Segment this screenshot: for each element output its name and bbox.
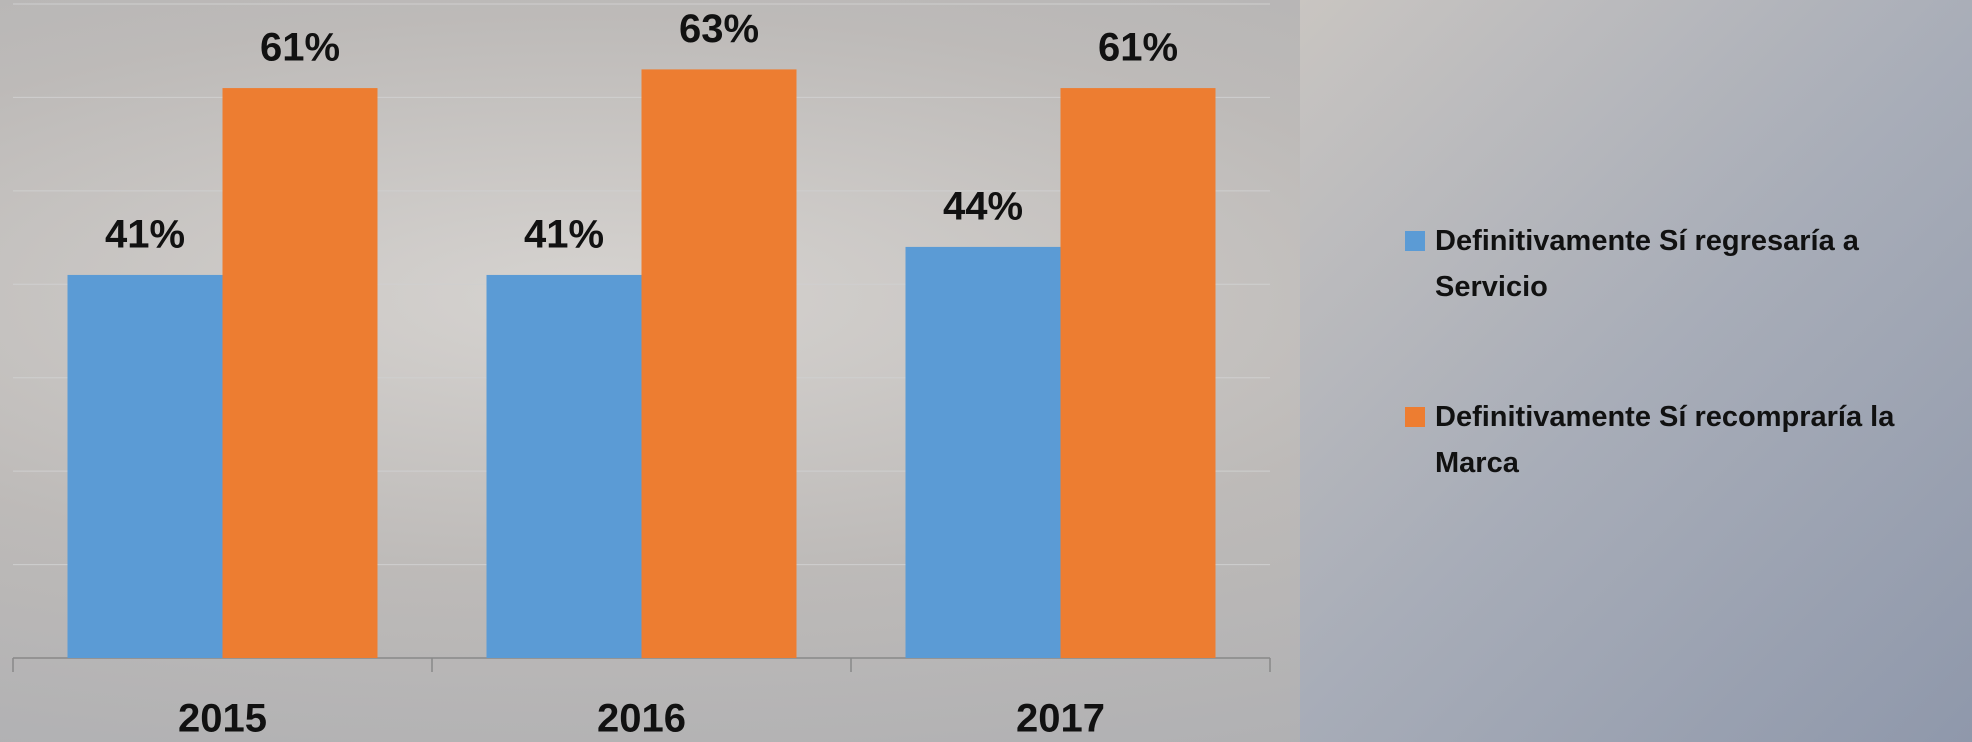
data-label: 41% xyxy=(524,213,604,257)
legend-label: Definitivamente Sí recompraría la Marca xyxy=(1435,401,1895,479)
legend-swatch xyxy=(1405,231,1425,251)
bar xyxy=(486,274,642,658)
x-tick-label: 2016 xyxy=(597,697,686,741)
bar xyxy=(641,69,797,658)
bar xyxy=(222,88,378,659)
x-tick-label: 2017 xyxy=(1016,697,1105,741)
bar xyxy=(905,246,1061,658)
background xyxy=(1300,0,1972,742)
legend-label: Definitivamente Sí regresaría a Servicio xyxy=(1435,225,1859,303)
data-label: 61% xyxy=(260,26,340,70)
data-label: 44% xyxy=(943,184,1023,228)
x-tick-label: 2015 xyxy=(178,697,267,741)
legend-entry: Definitivamente Sí recompraría la Marca xyxy=(1405,394,1965,486)
legend: Definitivamente Sí regresaría a Servicio… xyxy=(1405,218,1965,570)
bar xyxy=(67,274,223,658)
bar xyxy=(1060,88,1216,659)
data-label: 41% xyxy=(105,213,185,257)
data-label: 61% xyxy=(1098,26,1178,70)
data-label: 63% xyxy=(679,7,759,51)
legend-swatch xyxy=(1405,407,1425,427)
legend-entry: Definitivamente Sí regresaría a Servicio xyxy=(1405,218,1965,310)
